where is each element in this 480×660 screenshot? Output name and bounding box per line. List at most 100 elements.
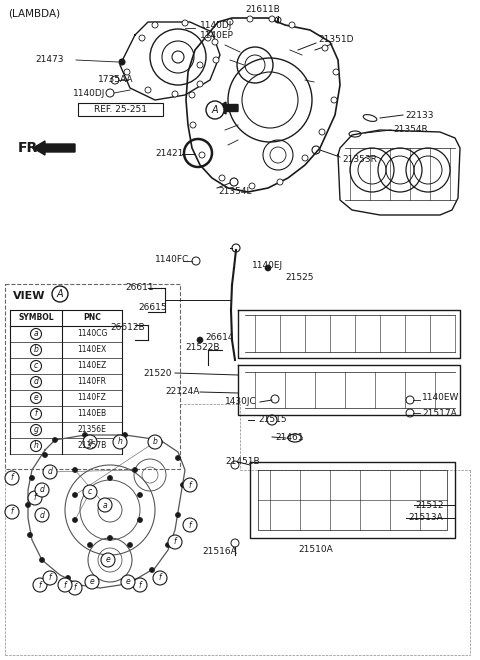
Text: 26612B: 26612B [110,323,144,333]
Circle shape [157,440,163,444]
Circle shape [148,435,162,449]
FancyArrow shape [216,102,238,114]
Circle shape [182,20,188,26]
Circle shape [87,543,93,548]
FancyBboxPatch shape [5,284,180,469]
Circle shape [31,409,41,420]
Circle shape [172,51,184,63]
Text: FR.: FR. [18,141,44,155]
Circle shape [72,492,77,498]
Circle shape [108,475,112,480]
Text: A: A [212,105,218,115]
Text: 21356E: 21356E [78,426,107,434]
Circle shape [265,265,271,271]
Circle shape [168,535,182,549]
Circle shape [333,69,339,75]
Circle shape [35,483,49,497]
Text: 21357B: 21357B [77,442,107,451]
Circle shape [197,62,203,68]
Circle shape [219,175,225,181]
Circle shape [31,329,41,339]
Text: 1140EX: 1140EX [77,345,107,354]
Circle shape [128,543,132,548]
Circle shape [153,571,167,585]
Text: 21354R: 21354R [393,125,428,135]
Circle shape [172,91,178,97]
Text: A: A [57,289,63,299]
Text: h: h [34,442,38,451]
Circle shape [137,517,143,523]
Text: 1140FZ: 1140FZ [78,393,107,403]
Circle shape [122,432,128,438]
Circle shape [119,59,125,65]
Circle shape [58,578,72,592]
Text: d: d [39,486,45,494]
Text: 1140CG: 1140CG [77,329,107,339]
Text: 21513A: 21513A [408,513,443,523]
Circle shape [124,69,130,75]
Circle shape [227,19,233,25]
Circle shape [93,581,97,585]
Circle shape [302,155,308,161]
Circle shape [29,475,35,480]
Text: e: e [126,578,131,587]
Text: 21516A: 21516A [203,548,238,556]
Circle shape [83,435,97,449]
Circle shape [33,578,47,592]
Text: f: f [64,581,66,589]
Circle shape [101,553,115,567]
Circle shape [149,568,155,572]
Text: 21473: 21473 [35,55,63,65]
Circle shape [52,438,58,442]
Text: 1140EJ: 1140EJ [252,261,283,269]
Circle shape [52,286,68,302]
Circle shape [122,578,128,583]
Circle shape [83,432,87,438]
Text: b: b [153,438,157,447]
Text: f: f [159,574,161,583]
Text: d: d [39,510,45,519]
Text: SYMBOL: SYMBOL [18,314,54,323]
Text: 22124A: 22124A [165,387,199,397]
Text: 21451B: 21451B [225,457,260,467]
Text: g: g [34,426,38,434]
Text: 21354L: 21354L [218,187,252,197]
Text: c: c [34,362,38,370]
Circle shape [213,57,219,63]
Circle shape [145,87,151,93]
Text: 1140FR: 1140FR [77,378,107,387]
Circle shape [277,179,283,185]
FancyBboxPatch shape [78,103,163,116]
Circle shape [35,508,49,522]
Circle shape [190,122,196,128]
Text: 1430JC: 1430JC [225,397,257,407]
Text: h: h [118,438,122,447]
Circle shape [166,543,170,548]
Circle shape [28,491,42,505]
Text: f: f [48,574,51,583]
Circle shape [132,467,137,473]
Text: 21351D: 21351D [318,36,353,44]
Text: e: e [106,556,110,564]
Circle shape [31,345,41,356]
Text: e: e [34,393,38,403]
Circle shape [206,101,224,119]
Circle shape [27,533,33,537]
Text: f: f [189,521,192,529]
Circle shape [197,337,203,343]
Text: 21353R: 21353R [342,156,377,164]
Text: 21461: 21461 [275,432,303,442]
Text: PNC: PNC [83,314,101,323]
Text: 21510A: 21510A [299,546,334,554]
Circle shape [43,571,57,585]
Text: d: d [48,467,52,477]
Circle shape [205,35,211,41]
Text: f: f [11,473,13,482]
Circle shape [152,22,158,28]
Circle shape [183,518,197,532]
Circle shape [331,97,337,103]
Text: 1140EB: 1140EB [77,409,107,418]
Circle shape [121,575,135,589]
Text: f: f [74,583,76,593]
Text: e: e [90,578,95,587]
